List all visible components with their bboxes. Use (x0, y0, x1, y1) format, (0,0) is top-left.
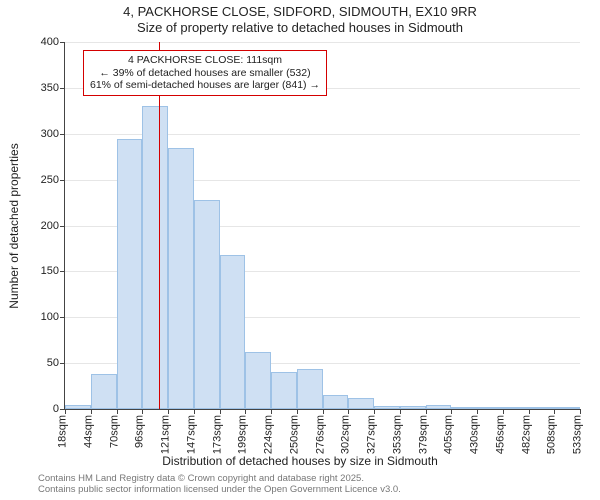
y-tick-label: 250 (41, 174, 59, 186)
y-tick-label: 150 (41, 265, 59, 277)
x-tick-mark (323, 409, 324, 414)
histogram-bar (554, 407, 580, 409)
x-tick-label: 533sqm (572, 415, 584, 454)
histogram-bar (529, 407, 555, 409)
x-tick-label: 430sqm (469, 415, 481, 454)
x-tick-label: 302sqm (340, 415, 352, 454)
x-tick-label: 276sqm (314, 415, 326, 454)
y-tick-label: 100 (41, 311, 59, 323)
marker-line (159, 42, 160, 409)
x-tick-mark (374, 409, 375, 414)
x-tick-mark (142, 409, 143, 414)
y-tick-mark (60, 363, 65, 364)
x-tick-label: 224sqm (263, 415, 275, 454)
histogram-bar (91, 374, 117, 409)
y-tick-mark (60, 88, 65, 89)
y-tick-label: 50 (47, 357, 59, 369)
y-tick-mark (60, 271, 65, 272)
title-block: 4, PACKHORSE CLOSE, SIDFORD, SIDMOUTH, E… (0, 4, 600, 37)
x-tick-mark (245, 409, 246, 414)
x-tick-label: 44sqm (82, 415, 94, 448)
x-tick-mark (426, 409, 427, 414)
histogram-bar (168, 148, 194, 409)
histogram-bar (323, 395, 349, 409)
x-tick-label: 18sqm (57, 415, 69, 448)
annotation-line-2: ← 39% of detached houses are smaller (53… (90, 67, 320, 80)
x-tick-mark (348, 409, 349, 414)
y-tick-label: 200 (41, 220, 59, 232)
histogram-bar (297, 369, 323, 409)
histogram-bar (374, 406, 400, 409)
title-line-1: 4, PACKHORSE CLOSE, SIDFORD, SIDMOUTH, E… (0, 4, 600, 20)
y-tick-mark (60, 226, 65, 227)
x-tick-label: 70sqm (108, 415, 120, 448)
x-tick-label: 327sqm (366, 415, 378, 454)
x-tick-mark (91, 409, 92, 414)
x-tick-mark (580, 409, 581, 414)
x-tick-mark (65, 409, 66, 414)
histogram-bar (348, 398, 374, 409)
title-line-2: Size of property relative to detached ho… (0, 20, 600, 36)
chart-container: 4, PACKHORSE CLOSE, SIDFORD, SIDMOUTH, E… (0, 0, 600, 500)
annotation-box: 4 PACKHORSE CLOSE: 111sqm ← 39% of detac… (83, 50, 327, 96)
x-tick-mark (451, 409, 452, 414)
footer-line-2: Contains public sector information licen… (38, 485, 401, 496)
x-tick-mark (400, 409, 401, 414)
y-tick-mark (60, 317, 65, 318)
y-tick-label: 400 (41, 36, 59, 48)
x-axis-label: Distribution of detached houses by size … (0, 454, 600, 468)
y-tick-label: 0 (53, 403, 59, 415)
y-axis-label: Number of detached properties (7, 143, 21, 308)
x-tick-mark (194, 409, 195, 414)
x-tick-mark (297, 409, 298, 414)
x-tick-mark (220, 409, 221, 414)
x-tick-label: 482sqm (520, 415, 532, 454)
x-tick-label: 250sqm (288, 415, 300, 454)
histogram-bar (400, 406, 426, 409)
x-tick-mark (117, 409, 118, 414)
x-tick-mark (477, 409, 478, 414)
histogram-bar (142, 106, 168, 409)
y-tick-label: 350 (41, 82, 59, 94)
x-tick-mark (271, 409, 272, 414)
gridline (65, 42, 580, 43)
histogram-bar (271, 372, 297, 409)
x-tick-label: 405sqm (443, 415, 455, 454)
annotation-line-3: 61% of semi-detached houses are larger (… (90, 79, 320, 92)
annotation-line-1: 4 PACKHORSE CLOSE: 111sqm (90, 54, 320, 67)
histogram-bar (117, 139, 143, 409)
x-tick-label: 173sqm (211, 415, 223, 454)
histogram-bar (426, 405, 452, 409)
y-tick-label: 300 (41, 128, 59, 140)
x-tick-label: 96sqm (134, 415, 146, 448)
histogram-bar (477, 407, 503, 409)
x-tick-label: 199sqm (237, 415, 249, 454)
x-tick-label: 456sqm (494, 415, 506, 454)
x-tick-mark (529, 409, 530, 414)
histogram-bar (245, 352, 271, 409)
x-tick-mark (554, 409, 555, 414)
y-tick-mark (60, 134, 65, 135)
x-tick-label: 353sqm (391, 415, 403, 454)
y-tick-mark (60, 42, 65, 43)
x-tick-label: 121sqm (160, 415, 172, 454)
histogram-bar (220, 255, 246, 409)
histogram-bar (65, 405, 91, 409)
plot-area: 05010015020025030035040018sqm44sqm70sqm9… (64, 42, 580, 410)
histogram-bar (451, 407, 477, 409)
x-tick-label: 147sqm (185, 415, 197, 454)
x-tick-mark (168, 409, 169, 414)
x-tick-label: 508sqm (546, 415, 558, 454)
histogram-bar (194, 200, 220, 409)
footer-attribution: Contains HM Land Registry data © Crown c… (38, 474, 401, 496)
x-tick-label: 379sqm (417, 415, 429, 454)
x-tick-mark (503, 409, 504, 414)
y-tick-mark (60, 180, 65, 181)
histogram-bar (503, 407, 529, 409)
